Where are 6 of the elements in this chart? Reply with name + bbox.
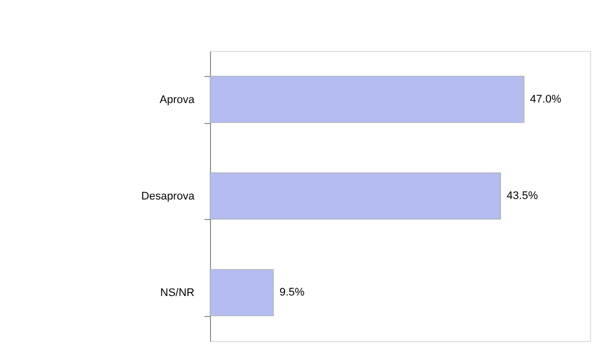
- data-label: 43.5%: [506, 190, 538, 202]
- data-label: 47.0%: [530, 93, 562, 106]
- y-tick-label: Desaprova: [141, 190, 196, 202]
- data-label: 9.5%: [279, 286, 305, 299]
- y-tick-label: Aprova: [160, 94, 196, 106]
- y-tick-label: NS/NR: [160, 287, 195, 300]
